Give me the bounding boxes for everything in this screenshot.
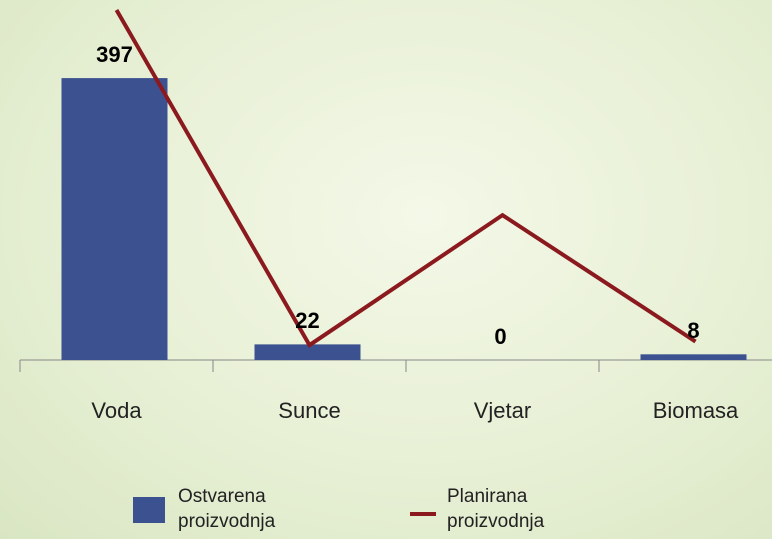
x-tick-label: Voda bbox=[91, 398, 142, 423]
data-label: 0 bbox=[494, 324, 506, 349]
bar bbox=[640, 354, 747, 360]
bar bbox=[254, 344, 361, 360]
bar bbox=[61, 78, 168, 360]
legend-label: Planirana proizvodnja bbox=[447, 486, 545, 532]
data-label: 22 bbox=[295, 308, 319, 333]
line bbox=[114, 8, 697, 348]
data-label: 8 bbox=[687, 318, 699, 343]
x-tick-label: Sunce bbox=[278, 398, 340, 423]
data-label: 397 bbox=[96, 42, 133, 67]
legend-swatch-bar bbox=[133, 497, 165, 523]
x-tick-label: Vjetar bbox=[474, 398, 531, 423]
legend-label: Ostvarena proizvodnja bbox=[178, 486, 276, 532]
x-tick-label: Biomasa bbox=[653, 398, 739, 423]
